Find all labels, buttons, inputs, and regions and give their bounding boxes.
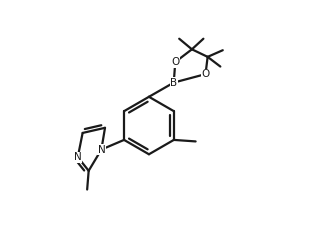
Text: N: N xyxy=(74,152,82,162)
Text: N: N xyxy=(98,144,105,155)
Text: O: O xyxy=(202,69,210,79)
Text: B: B xyxy=(170,78,177,88)
Text: O: O xyxy=(171,57,179,67)
